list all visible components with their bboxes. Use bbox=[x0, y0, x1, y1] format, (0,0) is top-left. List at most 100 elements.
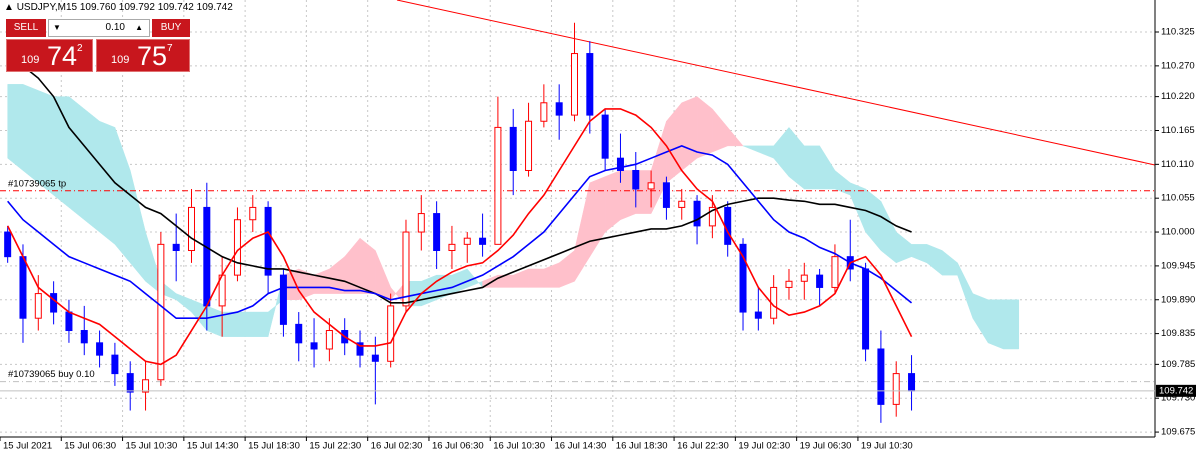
candle-body bbox=[172, 243, 180, 252]
sell-sup: 2 bbox=[77, 43, 83, 54]
cloud-segment bbox=[1003, 299, 1020, 350]
x-tick-label: 16 Jul 14:30 bbox=[555, 441, 607, 452]
candle-body bbox=[601, 114, 609, 159]
x-tick-label: 15 Jul 06:30 bbox=[64, 441, 116, 452]
candle-body bbox=[908, 373, 916, 392]
candle-body bbox=[509, 126, 517, 171]
indicator-line bbox=[6, 108, 913, 366]
cloud-segment bbox=[819, 144, 836, 190]
candle-body bbox=[616, 157, 624, 171]
candle-body bbox=[739, 243, 747, 313]
cloud-segment bbox=[114, 127, 131, 264]
cloud-segment bbox=[313, 268, 330, 294]
cloud-segment bbox=[926, 243, 943, 276]
cloud-segment bbox=[543, 262, 560, 288]
bid-label: 109.742 bbox=[1159, 385, 1193, 396]
candle-body bbox=[586, 53, 594, 116]
candle-body bbox=[785, 280, 793, 288]
x-tick-label: 19 Jul 10:30 bbox=[861, 441, 913, 452]
cloud-segment bbox=[99, 120, 116, 245]
candle-body bbox=[816, 274, 824, 288]
candle-body bbox=[188, 206, 195, 252]
candle-body bbox=[647, 182, 655, 190]
candle-body bbox=[295, 323, 303, 344]
x-tick-label: 19 Jul 06:30 bbox=[800, 441, 852, 452]
cloud-segment bbox=[237, 311, 254, 337]
cloud-segment bbox=[880, 201, 897, 264]
trend-line bbox=[396, 0, 1156, 166]
candle-body bbox=[831, 256, 839, 288]
cloud-segment bbox=[804, 145, 820, 190]
x-tick-label: 16 Jul 02:30 bbox=[371, 441, 423, 452]
candle-body bbox=[571, 53, 578, 116]
spin-up[interactable]: ▲ bbox=[135, 23, 143, 32]
candle-body bbox=[494, 126, 502, 245]
cloud-segment bbox=[895, 231, 912, 264]
cloud-segment bbox=[221, 311, 238, 337]
y-tick-label: 109.890 bbox=[1161, 294, 1195, 305]
buy-price[interactable]: 109 75 7 bbox=[96, 39, 190, 72]
y-tick-label: 109.945 bbox=[1161, 260, 1195, 271]
candle-body bbox=[310, 342, 318, 350]
candle-body bbox=[279, 274, 287, 325]
cloud-segment bbox=[834, 169, 851, 196]
lot-value: 0.10 bbox=[105, 22, 125, 33]
buy-button[interactable]: BUY bbox=[152, 19, 190, 37]
bid-box bbox=[1156, 384, 1196, 397]
sell-button[interactable]: SELL bbox=[6, 19, 46, 37]
y-tick-label: 110.325 bbox=[1161, 27, 1195, 38]
candle-body bbox=[19, 256, 27, 319]
candle-body bbox=[877, 348, 885, 405]
x-tick-label: 15 Jul 14:30 bbox=[187, 441, 239, 452]
buy-sup: 7 bbox=[167, 43, 173, 54]
x-tick-label: 15 Jul 10:30 bbox=[126, 441, 178, 452]
spin-down[interactable]: ▼ bbox=[53, 23, 61, 32]
candle-body bbox=[632, 169, 640, 190]
sell-price[interactable]: 109 74 2 bbox=[6, 39, 93, 72]
x-tick-label: 15 Jul 2021 bbox=[3, 441, 52, 452]
candle-body bbox=[126, 373, 134, 393]
cloud-segment bbox=[589, 176, 606, 258]
cloud-segment bbox=[528, 268, 545, 288]
cloud-segment bbox=[344, 237, 361, 294]
candle-body bbox=[65, 311, 73, 332]
y-tick-label: 109.675 bbox=[1161, 427, 1195, 438]
y-tick-label: 110.055 bbox=[1161, 193, 1195, 204]
candle-body bbox=[417, 213, 425, 233]
cloud-segment bbox=[375, 250, 391, 301]
cloud-segment bbox=[696, 96, 713, 159]
cloud-segment bbox=[941, 249, 958, 276]
candle-body bbox=[678, 200, 686, 208]
candle-body bbox=[249, 206, 257, 221]
candle-body bbox=[800, 274, 808, 282]
candle-body bbox=[708, 206, 716, 227]
candle-body bbox=[356, 342, 364, 356]
order-label: #10739065 buy 0.10 bbox=[8, 369, 95, 380]
cloud-segment bbox=[84, 108, 100, 233]
sell-big: 109 bbox=[21, 54, 40, 66]
cloud-segment bbox=[22, 83, 39, 184]
candle-body bbox=[80, 330, 88, 344]
candle-body bbox=[111, 354, 119, 375]
candle-body bbox=[693, 200, 701, 227]
cloud-segment bbox=[451, 268, 468, 294]
candle-body bbox=[754, 311, 762, 319]
cloud-segment bbox=[604, 170, 621, 233]
cloud-segment bbox=[206, 305, 223, 338]
y-tick-label: 109.835 bbox=[1161, 328, 1195, 339]
cloud-segment bbox=[911, 244, 928, 264]
lot-field[interactable]: ▼ 0.10 ▲ bbox=[48, 19, 150, 37]
x-tick-label: 19 Jul 02:30 bbox=[738, 441, 790, 452]
y-tick-label: 110.165 bbox=[1161, 125, 1195, 136]
order-label: #10739065 tp bbox=[8, 178, 66, 189]
x-tick-label: 15 Jul 22:30 bbox=[309, 441, 361, 452]
buy-big: 109 bbox=[111, 54, 130, 66]
candle-body bbox=[157, 243, 165, 381]
candle-body bbox=[371, 354, 379, 362]
cloud-segment bbox=[68, 96, 85, 221]
sell-main: 74 bbox=[47, 41, 78, 71]
candle-body bbox=[50, 293, 58, 313]
x-tick-label: 16 Jul 18:30 bbox=[616, 441, 668, 452]
cloud-segment bbox=[681, 96, 698, 172]
